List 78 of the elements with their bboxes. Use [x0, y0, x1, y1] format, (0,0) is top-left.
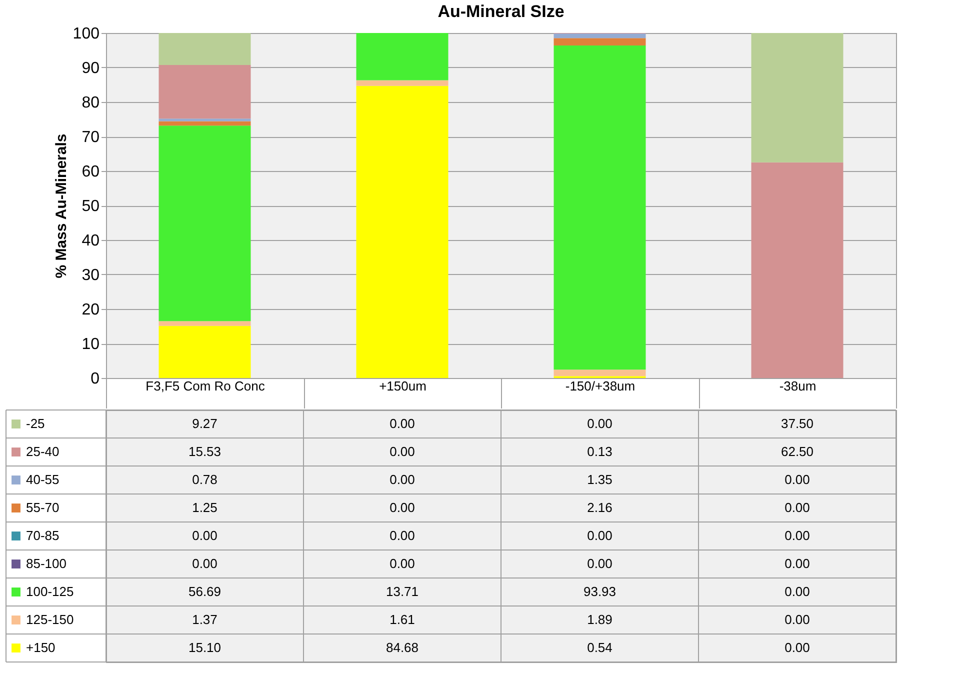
data-label: 0.00	[390, 500, 415, 515]
data-label: 9.27	[192, 416, 218, 431]
bar	[554, 33, 646, 38]
legend-label: 85-100	[26, 556, 66, 571]
bar	[158, 121, 251, 126]
x-tick-label: -38um	[779, 378, 816, 394]
data-label: 0.00	[390, 528, 415, 543]
data-label: 0.78	[192, 472, 218, 487]
bar	[554, 370, 646, 376]
data-label: 2.16	[587, 500, 612, 515]
data-label: 15.10	[188, 640, 222, 655]
legend-label: 125-150	[26, 612, 74, 627]
bar	[356, 86, 448, 378]
x-tick-label: +150um	[379, 378, 426, 394]
data-label: 0.00	[587, 528, 612, 543]
data-label: 84.68	[386, 640, 419, 655]
chart-title: Au-Mineral SIze	[438, 2, 564, 21]
legend-label: 100-125	[26, 584, 74, 599]
bar	[554, 46, 646, 370]
data-label: 0.00	[784, 612, 810, 627]
bar	[356, 33, 448, 80]
bar	[158, 321, 251, 326]
y-tick-label: 50	[82, 198, 100, 215]
data-label: 0.00	[784, 500, 810, 515]
data-label: 0.00	[192, 528, 218, 543]
data-label: 0.00	[784, 584, 810, 599]
data-label: 0.00	[587, 556, 612, 571]
y-tick-label: 70	[82, 129, 100, 146]
x-tick-label: -150/+38um	[565, 378, 636, 394]
y-tick-label: 90	[82, 60, 100, 77]
y-tick-label: 60	[82, 164, 100, 180]
data-label: 93.93	[583, 584, 616, 599]
legend-label: -25	[26, 416, 45, 431]
data-label: 15.53	[188, 444, 222, 459]
bar	[554, 38, 646, 46]
y-tick-label: 40	[82, 232, 100, 250]
legend-label: +150	[26, 640, 56, 655]
data-label: 0.00	[784, 640, 810, 655]
data-label: 1.35	[587, 472, 612, 487]
data-label: 0.54	[587, 640, 612, 655]
data-label: 0.00	[784, 528, 810, 543]
bar	[751, 33, 844, 162]
data-label: 62.50	[780, 444, 814, 459]
data-label: 1.89	[587, 612, 612, 627]
data-label: 0.00	[390, 556, 415, 571]
data-label: 0.00	[784, 556, 810, 571]
y-tick-label: 0	[90, 370, 100, 388]
x-tick-label: F3,F5 Com Ro Conc	[146, 378, 266, 394]
bar	[158, 126, 251, 322]
bar	[158, 326, 251, 378]
data-label: 1.25	[192, 500, 218, 515]
y-axis-title: % Mass Au-Minerals	[52, 134, 70, 278]
legend-label: 70-85	[26, 528, 60, 543]
data-label: 0.00	[390, 444, 415, 459]
data-label: 37.50	[780, 416, 814, 431]
bar	[158, 65, 251, 119]
bar	[356, 80, 448, 86]
legend-label: 25-40	[26, 444, 60, 459]
data-label: 1.37	[192, 612, 218, 627]
bar	[158, 118, 251, 122]
data-label: 0.00	[192, 556, 218, 571]
legend-label: 55-70	[26, 500, 60, 515]
bar	[158, 33, 251, 66]
y-tick-label: 80	[82, 94, 100, 112]
data-label: 0.00	[390, 472, 415, 487]
data-label: 13.71	[386, 584, 419, 599]
data-label: 0.00	[390, 416, 415, 431]
y-tick-label: 20	[82, 302, 100, 318]
data-label: 0.00	[587, 416, 612, 431]
data-label: 1.61	[390, 612, 415, 627]
data-label: 56.69	[188, 584, 222, 599]
data-label: 0.13	[587, 444, 612, 459]
legend-label: 40-55	[26, 472, 60, 487]
y-tick-label: 100	[72, 26, 100, 42]
bar	[751, 162, 844, 378]
data-label: 0.00	[784, 472, 810, 487]
y-tick-label: 30	[82, 267, 100, 284]
y-tick-label: 10	[82, 336, 100, 353]
